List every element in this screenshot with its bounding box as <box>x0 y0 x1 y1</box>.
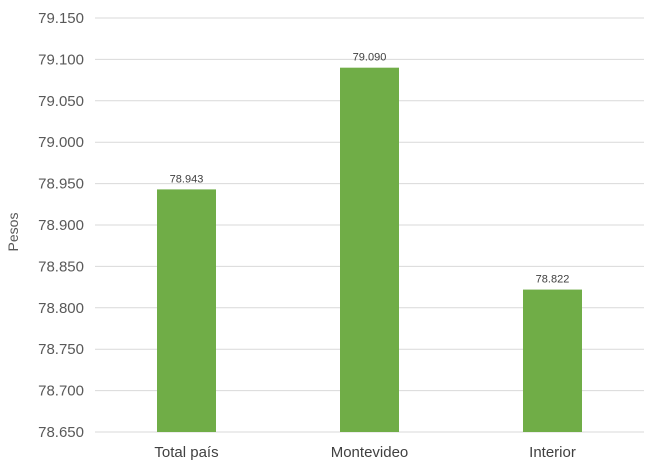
x-category-label: Interior <box>529 444 576 461</box>
y-tick-label: 79.100 <box>38 51 84 68</box>
x-category-label: Total país <box>154 444 218 461</box>
y-tick-label: 78.800 <box>38 300 84 317</box>
y-tick-label: 78.950 <box>38 176 84 193</box>
y-tick-label: 79.000 <box>38 134 84 151</box>
bar <box>340 67 399 433</box>
y-axis-title: Pesos <box>5 213 21 252</box>
x-axis-categories: Total país Montevideo Interior <box>154 444 575 461</box>
y-tick-label: 78.650 <box>38 424 84 441</box>
y-tick-label: 79.150 <box>38 10 84 27</box>
x-category-label: Montevideo <box>331 444 409 461</box>
y-tick-label: 78.700 <box>38 383 84 400</box>
y-tick-label: 78.850 <box>38 258 84 275</box>
y-axis-ticks: 78.650 78.700 78.750 78.800 78.850 78.900 78.9… <box>38 10 84 441</box>
data-label: 78.822 <box>536 274 570 286</box>
data-label: 79.090 <box>353 52 387 64</box>
bars <box>157 67 582 433</box>
y-tick-label: 79.050 <box>38 93 84 110</box>
data-labels: 78.943 79.090 78.822 <box>170 52 570 286</box>
y-tick-label: 78.900 <box>38 217 84 234</box>
data-label: 78.943 <box>170 173 204 185</box>
y-tick-label: 78.750 <box>38 341 84 358</box>
bar <box>523 289 582 432</box>
bar <box>157 189 216 432</box>
